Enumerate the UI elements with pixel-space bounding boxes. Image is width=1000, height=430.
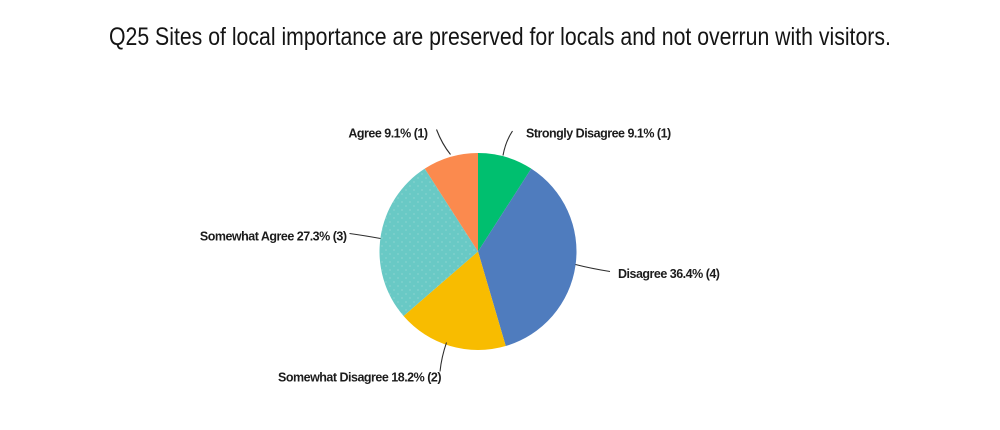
leader-lines	[349, 129, 611, 372]
pie-slice-somewhat-disagree	[403, 251, 506, 350]
slice-labels: Strongly Disagree 9.1% (1) Disagree 36.4%…	[200, 127, 720, 385]
slice-label-somewhat-disagree: Somewhat Disagree 18.2% (2)	[278, 371, 441, 385]
chart-title: Q25 Sites of local importance are preser…	[0, 25, 1000, 50]
slice-label-disagree: Disagree 36.4% (4)	[618, 267, 720, 281]
slice-label-strongly-disagree: Strongly Disagree 9.1% (1)	[526, 127, 671, 141]
leader-line-somewhat-agree	[349, 232, 381, 240]
pie-slice-agree	[424, 153, 478, 252]
leader-line-disagree	[575, 263, 611, 273]
pie-slice-strongly-disagree	[478, 153, 532, 252]
slice-label-somewhat-agree: Somewhat Agree 27.3% (3)	[200, 230, 347, 244]
slice-label-agree: Agree 9.1% (1)	[348, 127, 427, 141]
leader-line-agree	[435, 129, 451, 155]
chart-title-text: Q25 Sites of local importance are preser…	[109, 23, 891, 51]
pie-slice-somewhat-agree	[379, 168, 478, 316]
pie-slice-disagree	[478, 168, 577, 347]
pie-slices	[379, 153, 577, 350]
leader-line-somewhat-disagree	[439, 342, 448, 372]
leader-line-strongly-disagree	[502, 130, 513, 156]
